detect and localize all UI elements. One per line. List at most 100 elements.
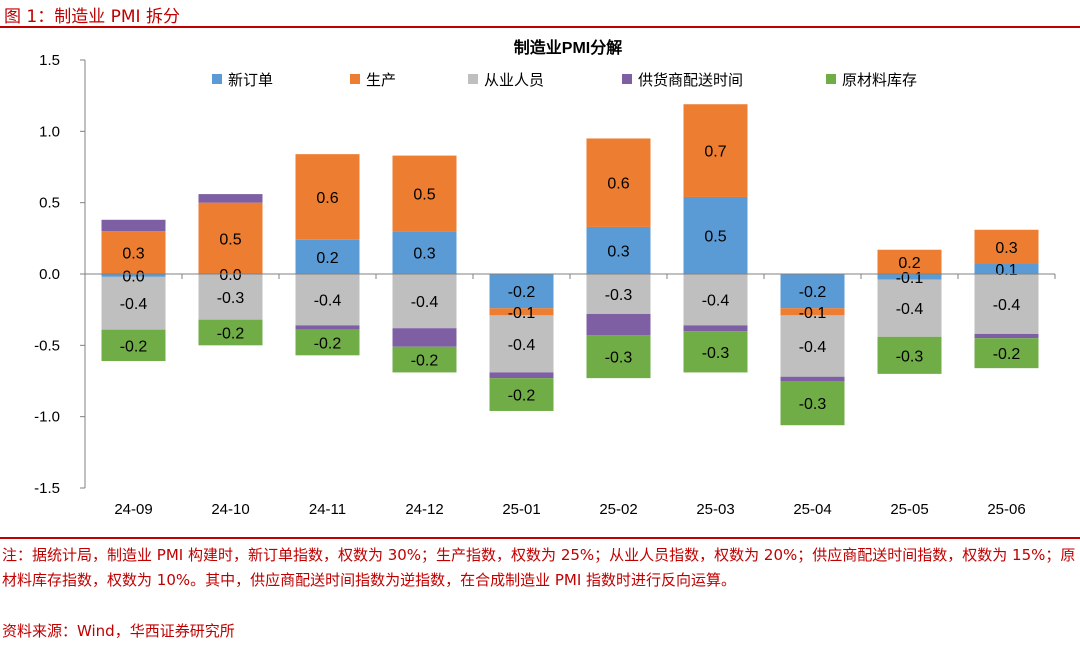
footnote: 注：据统计局，制造业 PMI 构建时，新订单指数，权数为 30%；生产指数，权数… — [2, 546, 1076, 589]
data-label: -0.3 — [702, 345, 730, 362]
x-tick-label: 25-04 — [793, 501, 831, 518]
bar-segment — [586, 138, 651, 227]
x-tick-label: 24-12 — [405, 501, 443, 518]
data-label: 0.6 — [316, 190, 338, 207]
x-tick-label: 24-11 — [309, 501, 346, 518]
bar-segment — [780, 274, 845, 309]
bar-segment — [780, 381, 845, 426]
data-label: 0.2 — [316, 250, 338, 267]
x-tick-label: 24-10 — [211, 501, 249, 518]
bar-segment — [101, 231, 166, 274]
data-label: -0.2 — [314, 335, 342, 352]
bar-segment — [295, 239, 360, 274]
bar-segment — [683, 104, 748, 197]
bar-segment — [974, 333, 1039, 339]
legend: 新订单 生产 从业人员 供货商配送时间 原材料库存 — [212, 72, 917, 89]
bar-segment — [295, 154, 360, 240]
bar-segment — [974, 338, 1039, 369]
legend-swatch — [350, 74, 360, 84]
bar-segment — [392, 231, 457, 274]
data-label: -0.4 — [799, 339, 827, 356]
data-label: -0.4 — [120, 296, 148, 313]
data-label: -0.4 — [702, 293, 730, 310]
bar-segment — [586, 313, 651, 336]
bar-segment — [683, 196, 748, 274]
bar-segment — [198, 194, 263, 203]
data-label: -0.4 — [896, 301, 924, 318]
y-tick-label: 1.5 — [39, 52, 60, 69]
bar-segment — [586, 335, 651, 379]
x-tick-label: 25-03 — [696, 501, 734, 518]
x-tick-label: 24-09 — [114, 501, 152, 518]
bar-segment — [877, 249, 942, 274]
legend-swatch — [826, 74, 836, 84]
bar-segment — [489, 315, 554, 373]
data-label: 0.2 — [898, 255, 920, 272]
x-axis: 24-09 24-10 24-11 24-12 25-01 25-02 25-03 25-04… — [84, 273, 1056, 518]
bar-segment — [974, 274, 1039, 334]
data-label: 0.3 — [607, 243, 629, 260]
bar-segment — [780, 308, 845, 316]
bar-segment — [683, 274, 748, 326]
y-tick-label: 0.5 — [39, 195, 60, 212]
bar-segment — [392, 328, 457, 347]
data-label: 0.5 — [413, 186, 435, 203]
bar-segment — [198, 319, 263, 346]
bar-segment — [101, 219, 166, 232]
y-tick-label: 0.0 — [39, 266, 60, 283]
bar-segment — [198, 202, 263, 274]
footer-rule — [0, 537, 1080, 539]
y-tick-label: -1.5 — [34, 480, 60, 497]
bar-segment — [101, 276, 166, 330]
data-label: 0.1 — [995, 262, 1017, 279]
y-tick-label: 1.0 — [39, 123, 60, 140]
legend-label: 原材料库存 — [842, 72, 917, 89]
bar-segment — [489, 378, 554, 411]
bar-labels: 0.0 0.3 -0.4 -0.2 0.0 0.5 -0.3 -0.2 0.2 0.6 -0.4 -0… — [120, 144, 1021, 414]
bar-segment — [780, 315, 845, 377]
y-tick-label: -1.0 — [34, 409, 60, 426]
data-label: -0.1 — [896, 270, 924, 287]
data-label: -0.3 — [217, 290, 245, 307]
data-label: 0.0 — [219, 267, 241, 284]
data-label: -0.2 — [993, 346, 1021, 363]
x-tick-label: 25-06 — [987, 501, 1025, 518]
bar-segment — [780, 376, 845, 381]
bar-segment — [683, 331, 748, 373]
bar-segment — [295, 325, 360, 330]
bar-segment — [101, 274, 166, 277]
bar-segment — [683, 325, 748, 332]
data-label: -0.2 — [508, 388, 536, 405]
bar-segment — [295, 274, 360, 326]
data-label: -0.1 — [799, 305, 827, 322]
x-tick-label: 25-05 — [890, 501, 928, 518]
bar-segment — [974, 229, 1039, 265]
bar-segment — [489, 372, 554, 379]
data-label: -0.2 — [217, 325, 245, 342]
y-axis: 1.5 1.0 0.5 0.0 -0.5 -1.0 -1.5 — [34, 52, 86, 497]
x-tick-label: 25-01 — [502, 501, 540, 518]
bar-segment — [489, 274, 554, 309]
bar-segment — [586, 226, 651, 274]
legend-label: 从业人员 — [484, 72, 544, 89]
bar-segment — [877, 274, 942, 280]
data-label: -0.2 — [120, 338, 148, 355]
data-label: -0.4 — [314, 293, 342, 310]
bar-segment — [198, 274, 263, 320]
bar-segment — [101, 329, 166, 362]
data-label: -0.3 — [605, 287, 633, 304]
source-note: 资料来源：Wind，华西证券研究所 — [2, 622, 235, 640]
data-label: 0.7 — [704, 144, 726, 161]
bar-segment — [974, 264, 1039, 274]
bar-segment — [295, 329, 360, 356]
bar-segment — [489, 308, 554, 316]
x-tick-label: 25-02 — [599, 501, 637, 518]
chart-title: 制造业PMI分解 — [514, 38, 622, 57]
figure-label: 图 1：制造业 PMI 拆分 — [4, 7, 180, 27]
legend-label: 新订单 — [228, 72, 273, 89]
header-rule — [0, 26, 1080, 28]
data-label: 0.5 — [219, 231, 241, 248]
legend-swatch — [212, 74, 222, 84]
data-label: -0.4 — [993, 297, 1021, 314]
data-label: 0.3 — [995, 240, 1017, 257]
